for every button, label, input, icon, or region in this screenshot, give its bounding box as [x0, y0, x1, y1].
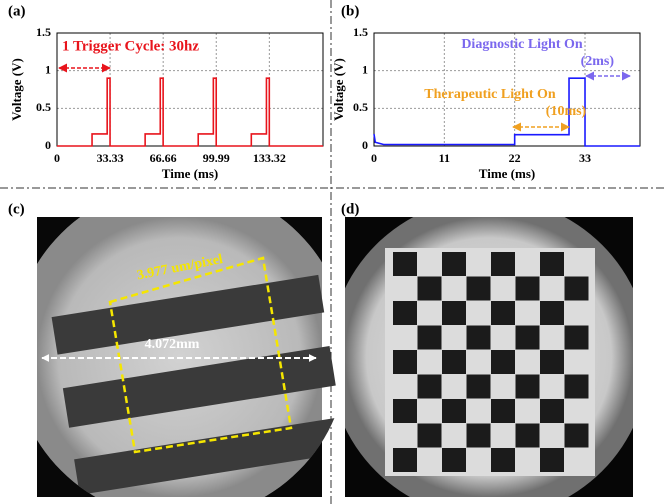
- board-square: [467, 277, 491, 301]
- panel-label: (d): [341, 201, 359, 217]
- y-tick-label: 0.5: [353, 100, 368, 114]
- board-square: [565, 375, 589, 399]
- y-tick-label: 0: [362, 138, 368, 152]
- x-tick-label: 0: [54, 151, 60, 165]
- panel-label: (b): [341, 3, 359, 19]
- board-square: [418, 326, 442, 350]
- board-square: [442, 399, 466, 423]
- board-square: [540, 350, 564, 374]
- y-tick-label: 1: [45, 62, 51, 76]
- board-square: [467, 375, 491, 399]
- board-square: [491, 350, 515, 374]
- y-axis-label: Voltage (V): [9, 58, 24, 121]
- board: [385, 248, 595, 476]
- board-square: [442, 350, 466, 374]
- annotation: Therapeutic Light On: [424, 87, 556, 102]
- board-square: [442, 448, 466, 472]
- board-square: [467, 326, 491, 350]
- annotation: 4.072mm: [145, 337, 200, 352]
- x-axis-label: Time (ms): [162, 166, 218, 181]
- annotation: (2ms): [581, 54, 615, 69]
- y-tick-label: 1.5: [36, 25, 51, 39]
- annotation: 1 Trigger Cycle: 30hz: [62, 38, 199, 54]
- board-square: [418, 375, 442, 399]
- board-square: [540, 399, 564, 423]
- panel-label: (c): [8, 201, 25, 217]
- x-tick-label: 66.66: [150, 151, 177, 165]
- x-tick-label: 11: [439, 151, 450, 165]
- annotation: (10ms): [546, 104, 587, 119]
- board-square: [565, 277, 589, 301]
- board-square: [516, 277, 540, 301]
- board-square: [442, 252, 466, 276]
- y-tick-label: 1: [362, 62, 368, 76]
- x-tick-label: 0: [371, 151, 377, 165]
- board-square: [516, 326, 540, 350]
- checkerboard-image: [345, 217, 633, 497]
- y-tick-label: 0.5: [36, 100, 51, 114]
- x-tick-label: 33.33: [97, 151, 124, 165]
- x-axis-label: Time (ms): [479, 166, 535, 181]
- board-square: [418, 424, 442, 448]
- board-square: [442, 301, 466, 325]
- board-square: [418, 277, 442, 301]
- board-square: [491, 399, 515, 423]
- annotation: Diagnostic Light On: [461, 37, 583, 52]
- board-square: [540, 448, 564, 472]
- board-square: [565, 424, 589, 448]
- board-square: [516, 424, 540, 448]
- board-square: [393, 399, 417, 423]
- board-square: [467, 424, 491, 448]
- y-tick-label: 1.5: [353, 25, 368, 39]
- board-square: [516, 375, 540, 399]
- y-tick-label: 0: [45, 138, 51, 152]
- board-square: [540, 252, 564, 276]
- figure: (c) 3.977 um/pixel 4.072mm (d) (a)00.511…: [0, 0, 665, 504]
- board-square: [393, 448, 417, 472]
- line: [57, 78, 323, 146]
- board-square: [491, 301, 515, 325]
- panel-label: (a): [8, 3, 26, 19]
- x-tick-label: 22: [509, 151, 521, 165]
- board-square: [393, 301, 417, 325]
- board-square: [393, 350, 417, 374]
- x-tick-label: 133.32: [253, 151, 286, 165]
- board-square: [565, 326, 589, 350]
- x-tick-label: 33: [579, 151, 591, 165]
- board-square: [540, 301, 564, 325]
- y-axis-label: Voltage (V): [331, 58, 346, 121]
- board-square: [393, 252, 417, 276]
- board-square: [491, 448, 515, 472]
- board-square: [491, 252, 515, 276]
- x-tick-label: 99.99: [203, 151, 230, 165]
